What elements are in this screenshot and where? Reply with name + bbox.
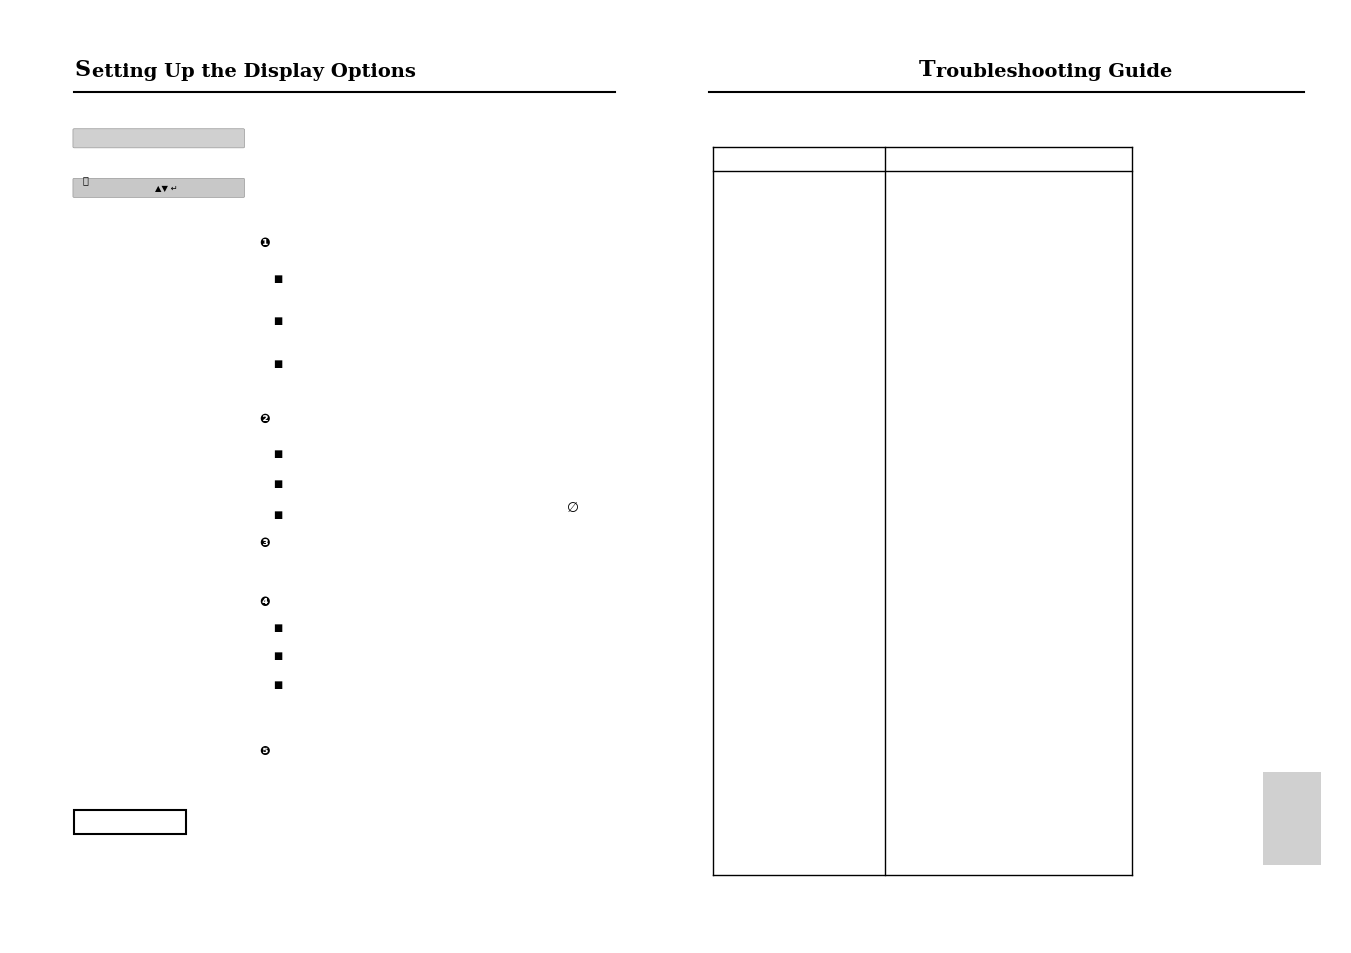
Text: ■: ■ xyxy=(273,679,282,689)
Bar xyxy=(1263,772,1321,865)
Text: ■: ■ xyxy=(273,359,282,369)
Text: ❷: ❷ xyxy=(259,413,270,426)
Text: Ⓡ: Ⓡ xyxy=(82,175,88,185)
Bar xyxy=(74,810,186,834)
Text: ❸: ❸ xyxy=(259,537,270,550)
Text: T: T xyxy=(919,59,935,81)
Text: S: S xyxy=(74,59,91,81)
FancyBboxPatch shape xyxy=(73,130,245,149)
Text: ❶: ❶ xyxy=(259,236,270,250)
FancyBboxPatch shape xyxy=(73,179,245,198)
Text: ▲▼ ↵: ▲▼ ↵ xyxy=(155,184,177,193)
Text: ■: ■ xyxy=(273,510,282,519)
Text: ■: ■ xyxy=(273,478,282,488)
Text: roubleshooting Guide: roubleshooting Guide xyxy=(936,63,1173,81)
Text: ❺: ❺ xyxy=(259,744,270,758)
Text: ❹: ❹ xyxy=(259,596,270,609)
Text: ■: ■ xyxy=(273,651,282,660)
Text: ∅: ∅ xyxy=(567,501,578,515)
Text: ■: ■ xyxy=(273,622,282,632)
Text: ■: ■ xyxy=(273,449,282,458)
Text: ■: ■ xyxy=(273,316,282,326)
Text: etting Up the Display Options: etting Up the Display Options xyxy=(92,63,416,81)
Text: ■: ■ xyxy=(273,274,282,283)
